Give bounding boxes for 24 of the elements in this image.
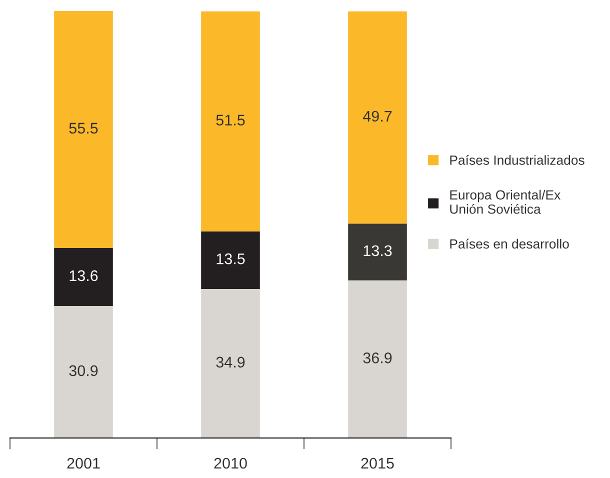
x-tick-label: 2010: [214, 458, 247, 469]
bar: [348, 224, 407, 280]
data-label: 49.7: [362, 110, 392, 122]
bar: [54, 11, 113, 248]
bar: [201, 288, 260, 438]
bar: [348, 11, 407, 224]
data-label: 34.9: [216, 356, 245, 368]
bar: [201, 231, 260, 289]
data-label: 55.5: [69, 122, 98, 134]
legend-label: Países Industrializados: [450, 155, 584, 165]
data-label: 13.3: [364, 245, 392, 256]
data-label: 13.6: [70, 270, 98, 282]
bar: [201, 11, 260, 232]
legend-label: Europa Oriental/Ex Unión Soviética: [450, 190, 560, 214]
x-tick-label: 2001: [67, 458, 100, 469]
x-tick-label: 2015: [361, 458, 394, 469]
data-label: 13.5: [216, 253, 245, 264]
legend-label: Países en desarrollo: [450, 238, 569, 249]
bar: [54, 306, 113, 438]
bar: [348, 280, 407, 438]
data-label: 30.9: [69, 365, 98, 376]
data-label: 36.9: [363, 352, 392, 364]
bar: [54, 248, 113, 306]
data-label: 51.5: [216, 114, 245, 126]
